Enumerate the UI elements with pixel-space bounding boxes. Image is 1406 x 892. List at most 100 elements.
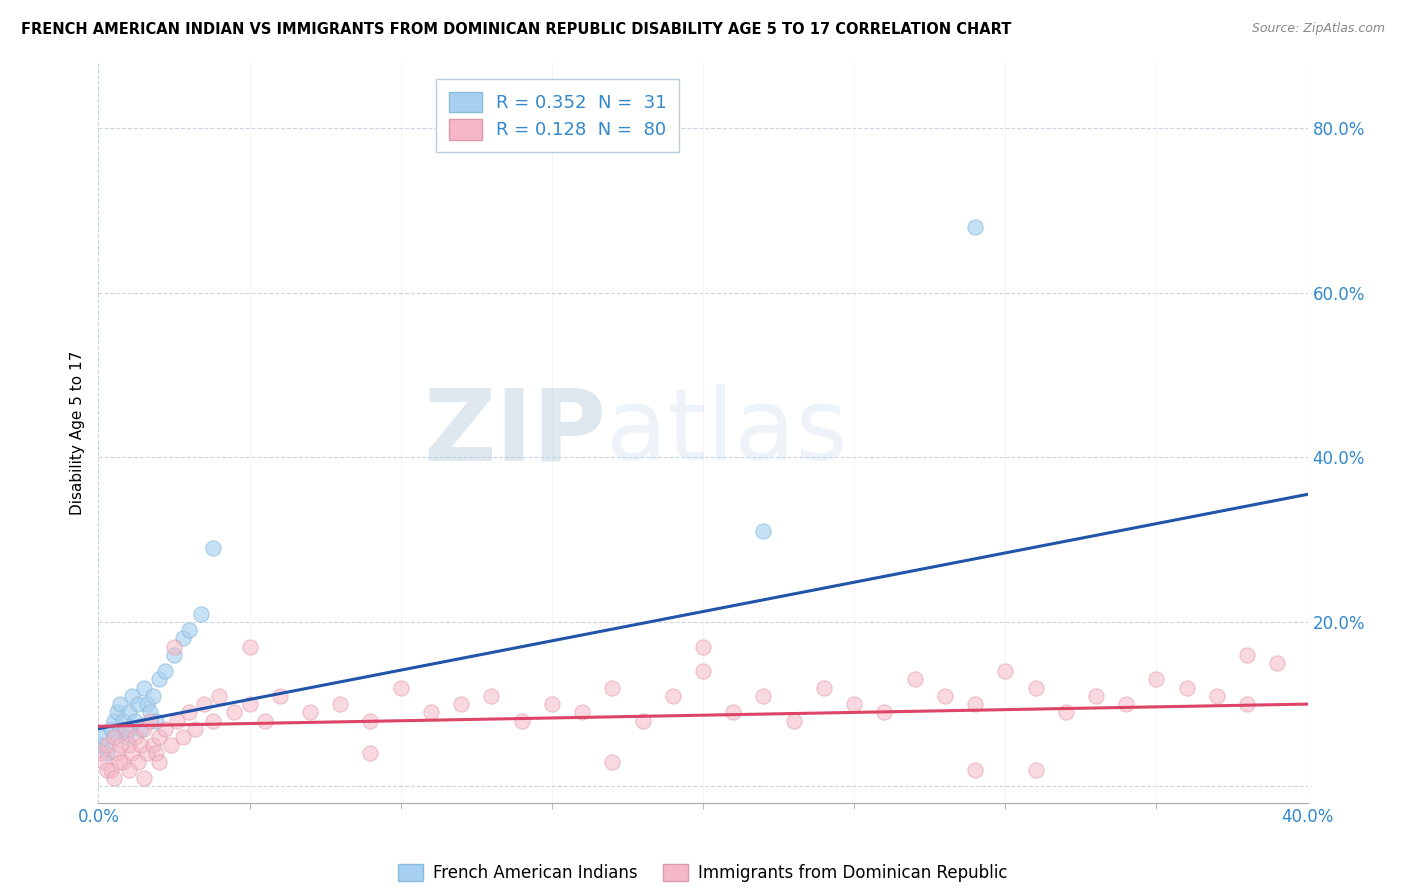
Point bbox=[1175, 681, 1198, 695]
Point bbox=[420, 706, 443, 720]
Y-axis label: Disability Age 5 to 17: Disability Age 5 to 17 bbox=[69, 351, 84, 515]
Point bbox=[100, 763, 122, 777]
Text: atlas: atlas bbox=[606, 384, 848, 481]
Point bbox=[127, 697, 149, 711]
Point bbox=[202, 714, 225, 728]
Point bbox=[1115, 697, 1137, 711]
Point bbox=[118, 722, 141, 736]
Point bbox=[631, 714, 654, 728]
Point bbox=[269, 689, 291, 703]
Point bbox=[172, 730, 194, 744]
Point bbox=[934, 689, 956, 703]
Point bbox=[692, 640, 714, 654]
Point bbox=[90, 738, 112, 752]
Point bbox=[139, 714, 162, 728]
Point bbox=[118, 706, 141, 720]
Point bbox=[965, 219, 987, 234]
Point bbox=[93, 755, 115, 769]
Point bbox=[571, 706, 593, 720]
Point bbox=[965, 697, 987, 711]
Point bbox=[148, 755, 170, 769]
Point bbox=[965, 763, 987, 777]
Point bbox=[166, 714, 188, 728]
Point bbox=[142, 689, 165, 703]
Point bbox=[108, 738, 131, 752]
Point bbox=[692, 664, 714, 678]
Point bbox=[96, 738, 118, 752]
Point bbox=[602, 681, 624, 695]
Point bbox=[132, 722, 155, 736]
Point bbox=[360, 747, 382, 761]
Point bbox=[139, 706, 162, 720]
Point bbox=[108, 722, 131, 736]
Point bbox=[1236, 648, 1258, 662]
Point bbox=[239, 640, 262, 654]
Point bbox=[153, 664, 176, 678]
Point bbox=[1267, 656, 1289, 670]
Point bbox=[602, 755, 624, 769]
Point bbox=[723, 706, 745, 720]
Point bbox=[145, 747, 167, 761]
Point bbox=[202, 541, 225, 555]
Point bbox=[193, 697, 215, 711]
Point bbox=[783, 714, 806, 728]
Point bbox=[994, 664, 1017, 678]
Point bbox=[190, 607, 212, 621]
Point bbox=[904, 673, 927, 687]
Point bbox=[163, 640, 186, 654]
Point bbox=[153, 722, 176, 736]
Point bbox=[1206, 689, 1229, 703]
Point bbox=[127, 755, 149, 769]
Point bbox=[1144, 673, 1167, 687]
Point bbox=[90, 747, 112, 761]
Point bbox=[844, 697, 866, 711]
Point bbox=[184, 722, 207, 736]
Point bbox=[172, 632, 194, 646]
Point bbox=[481, 689, 503, 703]
Point bbox=[129, 722, 152, 736]
Point bbox=[752, 689, 775, 703]
Point bbox=[105, 706, 128, 720]
Point bbox=[103, 730, 125, 744]
Point bbox=[108, 755, 131, 769]
Point bbox=[873, 706, 896, 720]
Point bbox=[121, 747, 143, 761]
Point bbox=[108, 697, 131, 711]
Point bbox=[1024, 763, 1046, 777]
Point bbox=[360, 714, 382, 728]
Point bbox=[1054, 706, 1077, 720]
Point bbox=[1024, 681, 1046, 695]
Point bbox=[1236, 697, 1258, 711]
Point bbox=[389, 681, 412, 695]
Point bbox=[148, 730, 170, 744]
Point bbox=[118, 763, 141, 777]
Point bbox=[93, 730, 115, 744]
Point bbox=[105, 747, 128, 761]
Point bbox=[100, 722, 122, 736]
Point bbox=[329, 697, 352, 711]
Point bbox=[813, 681, 835, 695]
Text: FRENCH AMERICAN INDIAN VS IMMIGRANTS FROM DOMINICAN REPUBLIC DISABILITY AGE 5 TO: FRENCH AMERICAN INDIAN VS IMMIGRANTS FRO… bbox=[21, 22, 1011, 37]
Point bbox=[129, 738, 152, 752]
Point bbox=[111, 755, 134, 769]
Point bbox=[299, 706, 322, 720]
Point bbox=[208, 689, 231, 703]
Legend: French American Indians, Immigrants from Dominican Republic: French American Indians, Immigrants from… bbox=[389, 855, 1017, 890]
Point bbox=[114, 730, 136, 744]
Point bbox=[103, 730, 125, 744]
Point bbox=[224, 706, 246, 720]
Point bbox=[111, 714, 134, 728]
Point bbox=[118, 738, 141, 752]
Point bbox=[135, 697, 157, 711]
Point bbox=[179, 706, 201, 720]
Point bbox=[661, 689, 683, 703]
Point bbox=[96, 747, 118, 761]
Point bbox=[124, 714, 146, 728]
Point bbox=[510, 714, 533, 728]
Point bbox=[135, 747, 157, 761]
Point bbox=[239, 697, 262, 711]
Point bbox=[540, 697, 562, 711]
Point bbox=[163, 648, 186, 662]
Text: ZIP: ZIP bbox=[423, 384, 606, 481]
Point bbox=[160, 738, 183, 752]
